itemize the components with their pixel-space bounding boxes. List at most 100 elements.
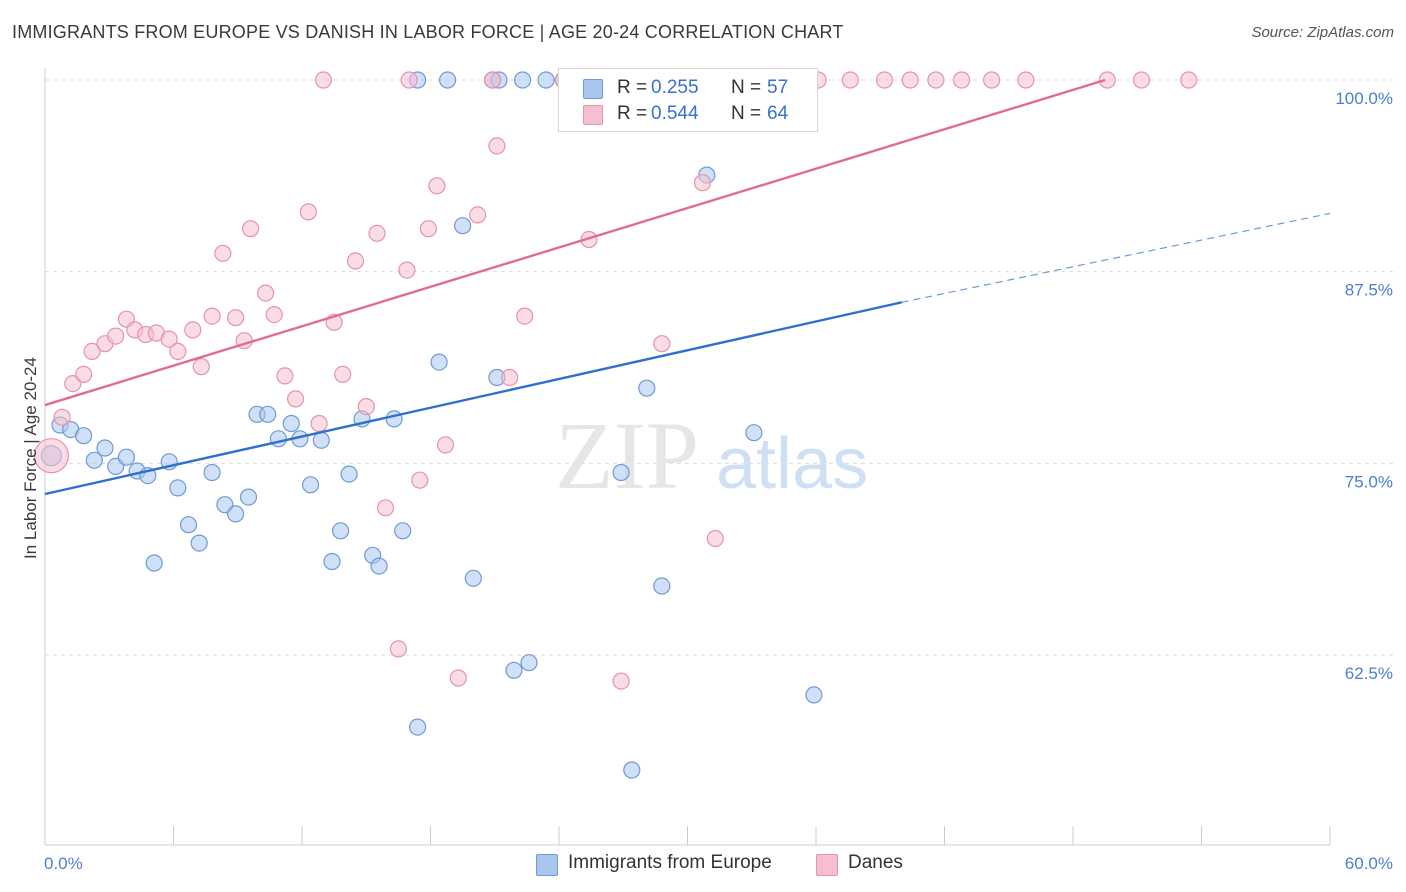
trend-lines [44, 78, 1331, 496]
danes-point [169, 342, 187, 360]
grid-lines [45, 79, 1395, 656]
danes-point [927, 71, 945, 89]
watermark-zip: ZIP [555, 402, 699, 509]
y-axis-title: In Labor Force | Age 20-24 [21, 357, 40, 559]
danes-point [952, 71, 971, 89]
y-tick-label: 87.5% [1345, 281, 1393, 300]
danes-point [612, 672, 630, 690]
europe-point [370, 557, 388, 575]
danes-point [706, 529, 724, 548]
danes-point [265, 306, 283, 324]
danes-point [389, 640, 407, 658]
danes-point [299, 203, 317, 221]
danes-point [33, 438, 70, 474]
europe-point [179, 516, 198, 534]
europe-point [745, 424, 763, 442]
europe-point [409, 718, 427, 736]
danes-point [1098, 71, 1116, 89]
danes-point [436, 436, 455, 454]
danes-point [227, 309, 245, 327]
europe-point [74, 427, 93, 445]
chart-title: IMMIGRANTS FROM EUROPE VS DANISH IN LABO… [12, 22, 844, 42]
series-name-europe: Immigrants from Europe [568, 852, 772, 873]
danes-point [1017, 71, 1035, 89]
europe-point [203, 463, 221, 482]
europe-point [464, 569, 482, 587]
europe-point [227, 505, 245, 523]
danes-point [1180, 71, 1198, 89]
x-tick-label: 60.0% [1345, 854, 1393, 873]
danes-point [314, 71, 332, 89]
europe-point [612, 463, 630, 482]
danes-point [257, 284, 275, 302]
danes-point [400, 71, 418, 89]
legend-r-value: 0.255 [651, 77, 699, 98]
danes-point [107, 327, 125, 345]
europe-point [96, 439, 114, 457]
legend-r-label: R = [617, 103, 648, 124]
europe-point [520, 654, 538, 672]
danes-point [901, 71, 919, 89]
y-tick-label: 62.5% [1345, 664, 1393, 683]
danes-point [368, 224, 386, 242]
danes-point [693, 174, 712, 192]
danes-point [428, 177, 446, 195]
europe-trend-extension [901, 212, 1331, 303]
watermark-atlas: atlas [716, 424, 868, 504]
legend-swatch-danes [583, 105, 603, 125]
europe-point [145, 554, 163, 572]
legend-r-value: 0.544 [651, 103, 699, 124]
legend-n-label: N = [731, 77, 762, 98]
watermark: ZIP atlas [555, 402, 868, 509]
danes-point [83, 342, 101, 360]
legend-n-label: N = [731, 103, 762, 124]
europe-point [505, 661, 523, 679]
danes-point [982, 71, 1001, 89]
correlation-legend: R = 0.255 N = 57 R = 0.544 N = 64 [558, 68, 818, 132]
danes-point [334, 365, 352, 383]
europe-point [805, 686, 823, 704]
series-swatch-europe [536, 854, 558, 876]
danes-point [310, 414, 328, 433]
danes-point [214, 244, 232, 262]
europe-point [269, 430, 287, 448]
legend-n-value: 57 [767, 77, 789, 98]
danes-point [276, 367, 294, 385]
legend-r-label: R = [617, 77, 648, 98]
danes-point [192, 358, 210, 376]
danes-point [160, 330, 178, 348]
y-tick-label: 100.0% [1335, 89, 1393, 108]
europe-point [623, 761, 641, 779]
danes-point [1132, 71, 1151, 89]
europe-point [653, 577, 671, 595]
danes-point [184, 321, 202, 339]
danes-point [484, 71, 502, 89]
europe-point [513, 71, 532, 89]
europe-point [239, 488, 258, 506]
danes-point [53, 408, 71, 426]
danes-point [488, 137, 506, 155]
europe-point [340, 465, 358, 483]
danes-point [841, 71, 859, 89]
danes-point [74, 365, 93, 383]
danes-point [357, 398, 375, 416]
points [33, 71, 1198, 779]
source-label: Source: ZipAtlas.com [1251, 24, 1394, 41]
europe-point [259, 405, 277, 423]
y-tick-label: 75.0% [1345, 472, 1393, 491]
europe-trend-line [44, 301, 902, 496]
axes: 62.5% 75.0% 87.5% 100.0% 0.0% 60.0% [44, 68, 1393, 873]
europe-point [312, 431, 330, 449]
danes-point [287, 390, 305, 408]
europe-point [302, 476, 320, 494]
danes-point [419, 220, 437, 238]
danes-point [203, 307, 221, 325]
danes-point [875, 71, 894, 89]
legend-n-value: 64 [767, 103, 789, 124]
legend-swatch-europe [583, 79, 603, 99]
danes-point [501, 368, 519, 387]
danes-point [411, 471, 429, 489]
europe-point [117, 448, 136, 466]
danes-point [449, 669, 467, 687]
